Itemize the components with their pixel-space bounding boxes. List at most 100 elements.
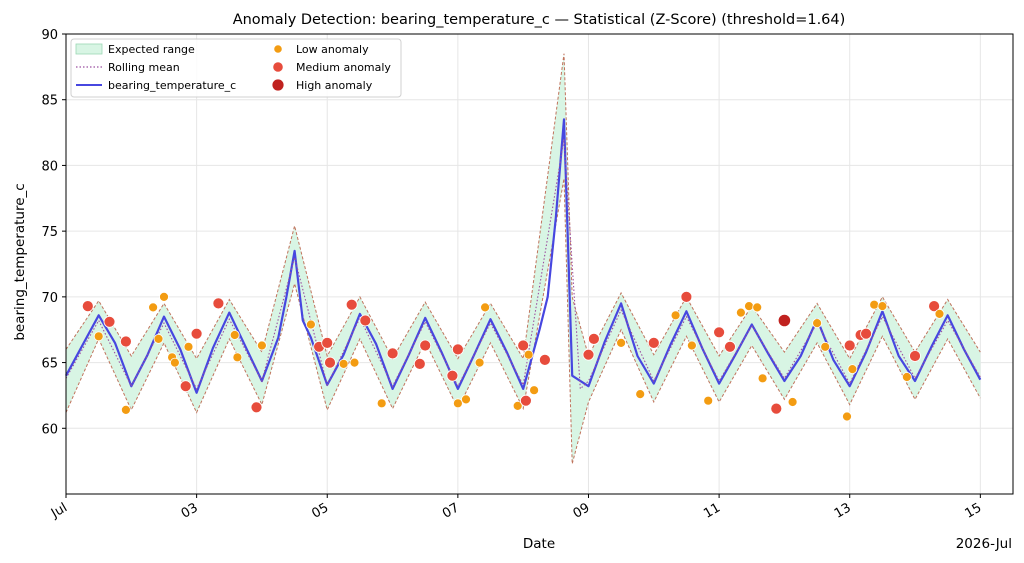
- anomaly-marker-low: [148, 302, 159, 313]
- x-tick-label: 07: [440, 500, 462, 521]
- anomaly-marker-low: [159, 291, 169, 302]
- anomaly-marker-low: [820, 341, 831, 352]
- anomaly-marker-medium: [843, 339, 856, 352]
- legend-label-medium: Medium anomaly: [296, 61, 391, 74]
- y-tick-label: 70: [41, 291, 58, 306]
- axes: 60 65 70 75 80 85 90 Jul 03 05 07 09 11 13 15: [41, 28, 1014, 522]
- legend-medium-swatch: [272, 61, 284, 73]
- anomaly-marker-medium: [909, 350, 921, 362]
- anomaly-marker-medium: [539, 353, 551, 366]
- expected-range-upper-edge: [65, 53, 981, 361]
- anomaly-marker-medium: [713, 326, 725, 339]
- anomaly-marker-medium: [250, 401, 263, 414]
- anomaly-marker-low: [787, 397, 798, 407]
- anomaly-marker-medium: [345, 298, 358, 311]
- anomaly-marker-low: [229, 330, 240, 340]
- anomaly-marker-medium: [928, 300, 940, 313]
- x-offset-label: 2026-Jul: [956, 536, 1012, 552]
- anomaly-marker-low: [452, 398, 463, 409]
- legend-band-swatch: [75, 43, 103, 55]
- anomaly-marker-medium: [770, 402, 783, 415]
- legend-box: [70, 38, 402, 98]
- anomaly-marker-low: [512, 400, 523, 411]
- anomaly-marker-low: [338, 358, 349, 369]
- anomaly-marker-medium: [179, 380, 192, 393]
- legend: Expected range Rolling mean bearing_temp…: [70, 38, 402, 98]
- x-tick-label: 11: [701, 500, 723, 521]
- y-tick-label: 85: [41, 94, 58, 109]
- legend-label-series: bearing_temperature_c: [108, 79, 236, 92]
- y-tick-label: 80: [41, 159, 58, 174]
- x-tick-label: 03: [179, 500, 201, 521]
- anomaly-marker-medium: [647, 336, 660, 349]
- anomaly-marker-medium: [680, 290, 693, 303]
- rolling-mean-line: [65, 139, 981, 391]
- anomaly-marker-low: [183, 341, 194, 352]
- x-tick-label: 05: [309, 500, 331, 521]
- anomaly-marker-medium: [860, 327, 872, 340]
- legend-label-low: Low anomaly: [296, 43, 369, 56]
- x-tick-label: 15: [963, 500, 985, 521]
- anomaly-marker-low: [877, 301, 888, 312]
- legend-label-high: High anomaly: [296, 79, 373, 92]
- anomaly-marker-medium: [413, 357, 426, 370]
- anomaly-marker-low: [523, 349, 534, 360]
- anomaly-marker-low: [93, 331, 104, 342]
- x-tick-label: 09: [571, 500, 593, 521]
- anomaly-marker-low: [757, 373, 768, 384]
- anomaly-marker-medium: [103, 315, 116, 328]
- anomaly-marker-low: [376, 398, 387, 409]
- anomaly-marker-medium: [520, 394, 532, 407]
- anomaly-marker-medium: [324, 356, 336, 369]
- y-tick-label: 90: [41, 28, 58, 43]
- y-tick-label: 75: [41, 225, 58, 240]
- x-axis-label: Date: [523, 536, 555, 552]
- anomaly-marker-medium: [120, 335, 132, 348]
- plot-frame: [65, 33, 1014, 495]
- anomaly-marker-low: [616, 337, 626, 348]
- anomaly-marker-low: [847, 364, 858, 375]
- anomaly-marker-low: [635, 389, 646, 400]
- anomaly-marker-low: [153, 333, 164, 344]
- anomaly-marker-low: [305, 319, 316, 330]
- anomaly-marker-medium: [212, 297, 225, 310]
- anomaly-marker-medium: [582, 348, 595, 361]
- anomaly-marker-medium: [321, 336, 334, 349]
- anomaly-marker-low: [232, 352, 243, 363]
- anomaly-marker-low: [529, 385, 539, 396]
- anomaly-marker-low: [670, 310, 681, 321]
- anomaly-marker-medium: [588, 332, 600, 345]
- legend-label-rolling: Rolling mean: [108, 61, 180, 74]
- anomaly-marker-low: [256, 340, 267, 351]
- expected-range-band: [65, 53, 981, 464]
- anomaly-marker-low: [752, 302, 763, 313]
- anomaly-marker-low: [169, 357, 180, 368]
- anomaly-marker-medium: [419, 339, 432, 352]
- anomaly-markers: [81, 290, 945, 422]
- anomaly-marker-low: [687, 340, 697, 351]
- y-tick-label: 60: [41, 422, 58, 437]
- anomaly-marker-low: [703, 395, 714, 406]
- anomaly-marker-medium: [446, 369, 459, 382]
- anomaly-marker-low: [349, 357, 360, 368]
- anomaly-marker-medium: [81, 300, 94, 313]
- anomaly-marker-low: [902, 372, 912, 382]
- x-tick-label: Jul: [48, 500, 70, 521]
- expected-range-area: [66, 53, 981, 464]
- anomaly-marker-low: [744, 301, 754, 312]
- anomaly-marker-low: [869, 299, 880, 310]
- anomaly-marker-low: [934, 308, 945, 319]
- legend-low-swatch: [273, 44, 283, 54]
- anomaly-marker-low: [812, 318, 822, 329]
- anomaly-marker-low: [461, 394, 471, 405]
- y-tick-label: 65: [41, 357, 58, 372]
- expected-range-lower-edge: [65, 178, 981, 464]
- anomaly-marker-high: [777, 313, 792, 328]
- anomaly-marker-medium: [190, 327, 203, 340]
- anomaly-marker-medium: [359, 314, 372, 327]
- y-axis-label: bearing_temperature_c: [12, 183, 28, 340]
- anomaly-marker-low: [480, 302, 491, 313]
- x-tick-label: 13: [832, 500, 854, 521]
- anomaly-marker-low: [842, 411, 852, 422]
